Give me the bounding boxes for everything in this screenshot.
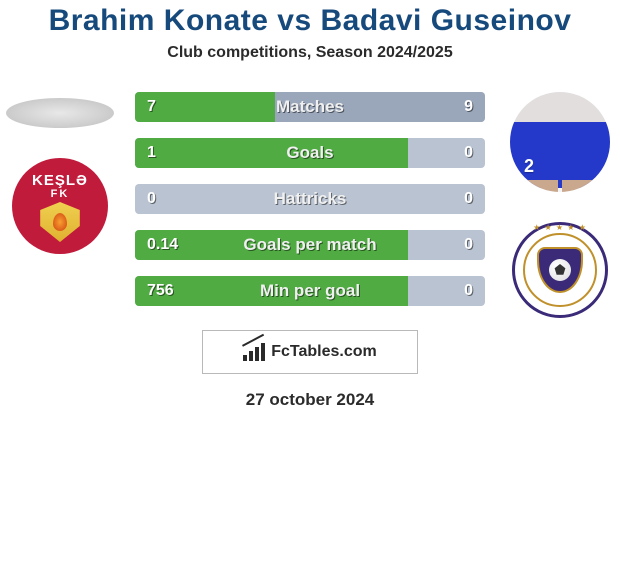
club-left-name: KEŞLƏ [12,172,108,189]
page-title: Brahim Konate vs Badavi Guseinov [0,4,620,38]
flame-icon [53,213,67,231]
player-right-avatar: 2 [510,92,610,192]
subtitle: Club competitions, Season 2024/2025 [0,44,620,62]
player-right-column: 2 ★ ★ ★ ★ ★ [500,92,620,318]
stats-table: 79Matches 10Goals 00Hattricks 0.140Goals pe… [135,92,485,306]
club-left-crest-icon [38,202,82,242]
stat-row: 7560Min per goal [135,276,485,306]
branding-text: FcTables.com [271,343,377,361]
content-area: KEŞLƏ FK 2 ★ ★ ★ ★ ★ [0,92,620,410]
club-badge-left: KEŞLƏ FK [12,158,108,254]
stat-row: 00Hattricks [135,184,485,214]
stat-label: Hattricks [135,189,485,209]
club-left-sub: FK [12,188,108,200]
stat-label: Goals per match [135,235,485,255]
shirt-number: 2 [524,156,534,177]
stat-row: 0.140Goals per match [135,230,485,260]
club-badge-right: ★ ★ ★ ★ ★ [512,222,608,318]
club-right-shield-icon [537,247,583,293]
stat-row: 79Matches [135,92,485,122]
stat-label: Min per goal [135,281,485,301]
soccer-ball-icon [549,259,571,281]
stat-row: 10Goals [135,138,485,168]
club-right-ring-icon [523,233,597,307]
stars-icon: ★ ★ ★ ★ ★ [515,223,605,232]
stat-label: Matches [135,97,485,117]
stat-label: Goals [135,143,485,163]
bar-chart-icon [243,343,265,361]
date-text: 27 october 2024 [0,390,620,410]
branding-box: FcTables.com [202,330,418,374]
player-left-avatar [6,98,114,128]
infographic-root: Brahim Konate vs Badavi Guseinov Club co… [0,0,620,580]
player-left-column: KEŞLƏ FK [0,92,120,254]
